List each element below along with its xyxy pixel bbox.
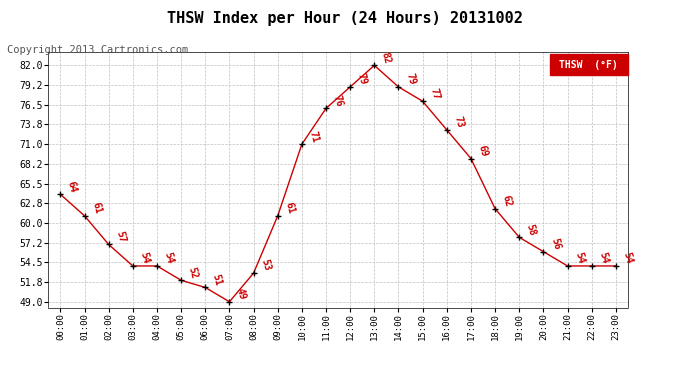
Text: 79: 79 [356, 72, 368, 86]
Text: 58: 58 [525, 223, 538, 237]
Text: 61: 61 [90, 201, 103, 215]
Text: 61: 61 [284, 201, 296, 215]
Text: 53: 53 [259, 258, 272, 272]
Text: 49: 49 [235, 287, 248, 301]
Text: 64: 64 [66, 180, 79, 194]
Text: 54: 54 [598, 251, 610, 265]
Text: 51: 51 [211, 273, 224, 286]
Text: 73: 73 [453, 115, 465, 129]
Text: 57: 57 [115, 230, 127, 244]
Text: 54: 54 [622, 251, 634, 265]
Text: 82: 82 [380, 51, 393, 64]
Text: 56: 56 [549, 237, 562, 251]
Text: 52: 52 [187, 266, 199, 279]
Text: Copyright 2013 Cartronics.com: Copyright 2013 Cartronics.com [7, 45, 188, 55]
Text: 71: 71 [308, 129, 320, 143]
Text: 79: 79 [404, 72, 417, 86]
Text: 54: 54 [573, 251, 586, 265]
Text: 69: 69 [477, 144, 489, 158]
Text: 54: 54 [139, 251, 151, 265]
Text: 54: 54 [163, 251, 175, 265]
Text: THSW Index per Hour (24 Hours) 20131002: THSW Index per Hour (24 Hours) 20131002 [167, 11, 523, 26]
Text: 62: 62 [501, 194, 513, 208]
Text: 77: 77 [428, 87, 441, 100]
Text: THSW  (°F): THSW (°F) [560, 60, 618, 70]
Text: 76: 76 [332, 94, 344, 108]
Bar [550, 54, 628, 75]
